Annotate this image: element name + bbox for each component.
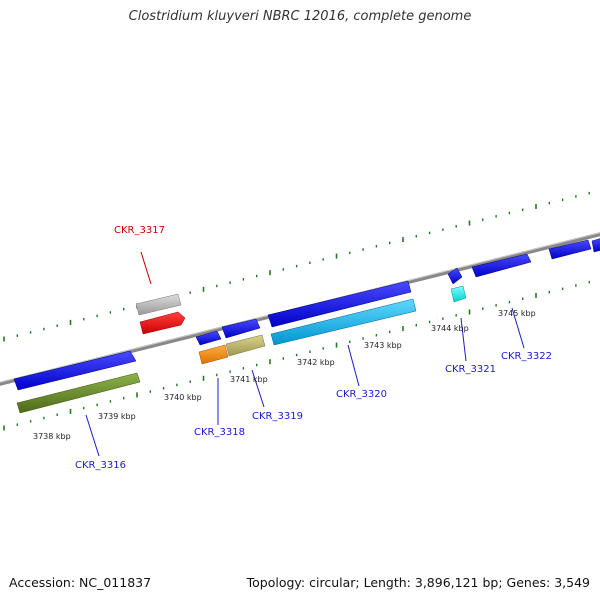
gene-label-ckr-3322[interactable]: CKR_3322 bbox=[501, 351, 552, 362]
scale-label-3740: 3740 kbp bbox=[164, 393, 202, 402]
gene-feature-ckr-3319[interactable] bbox=[221, 318, 261, 339]
gene-feature-ckr-3316-product[interactable] bbox=[16, 372, 141, 414]
genome-stats-text: Topology: circular; Length: 3,896,121 bp… bbox=[246, 575, 590, 590]
gene-feature-ckr-3316[interactable] bbox=[13, 350, 137, 391]
gene-feature-ckr-3317-product[interactable] bbox=[139, 311, 186, 335]
gene-label-ckr-3318[interactable]: CKR_3318 bbox=[194, 427, 245, 438]
accession-text: Accession: NC_011837 bbox=[9, 575, 152, 590]
gene-feature-next-1[interactable] bbox=[548, 239, 592, 260]
scale-label-3738: 3738 kbp bbox=[33, 432, 71, 441]
label-leader-ckr-3317 bbox=[140, 251, 152, 285]
gene-features bbox=[13, 238, 600, 414]
gene-label-ckr-3316[interactable]: CKR_3316 bbox=[75, 460, 126, 471]
page-title: Clostridium kluyveri NBRC 12016, complet… bbox=[128, 9, 472, 24]
scale-label-3743: 3743 kbp bbox=[364, 341, 402, 350]
gene-feature-ckr-3320-product[interactable] bbox=[270, 298, 417, 346]
gene-feature-ckr-3319-product[interactable] bbox=[225, 334, 266, 357]
gene-feature-ckr-3318-product[interactable] bbox=[198, 344, 229, 365]
scale-label-3745: 3745 kbp bbox=[498, 309, 536, 318]
scale-label-3742: 3742 kbp bbox=[297, 358, 335, 367]
lower-tick-row bbox=[3, 280, 590, 431]
gene-feature-ckr-3320[interactable] bbox=[267, 280, 412, 328]
scale-label-3741: 3741 kbp bbox=[230, 375, 268, 384]
scale-label-3739: 3739 kbp bbox=[98, 412, 136, 421]
gene-feature-ckr-3321[interactable] bbox=[447, 267, 463, 285]
scale-label-3744: 3744 kbp bbox=[431, 324, 469, 333]
gene-label-ckr-3320[interactable]: CKR_3320 bbox=[336, 389, 387, 400]
gene-feature-ckr-3317[interactable] bbox=[135, 293, 182, 316]
gene-feature-ckr-3318[interactable] bbox=[195, 330, 222, 346]
gene-feature-next-2[interactable] bbox=[591, 238, 600, 253]
gene-label-ckr-3317[interactable]: CKR_3317 bbox=[114, 225, 165, 236]
gene-feature-ckr-3322[interactable] bbox=[471, 253, 532, 278]
label-leaders bbox=[85, 307, 525, 457]
gene-feature-ckr-3321-product[interactable] bbox=[450, 285, 467, 303]
gene-label-ckr-3319[interactable]: CKR_3319 bbox=[252, 411, 303, 422]
gene-label-ckr-3321[interactable]: CKR_3321 bbox=[445, 364, 496, 375]
